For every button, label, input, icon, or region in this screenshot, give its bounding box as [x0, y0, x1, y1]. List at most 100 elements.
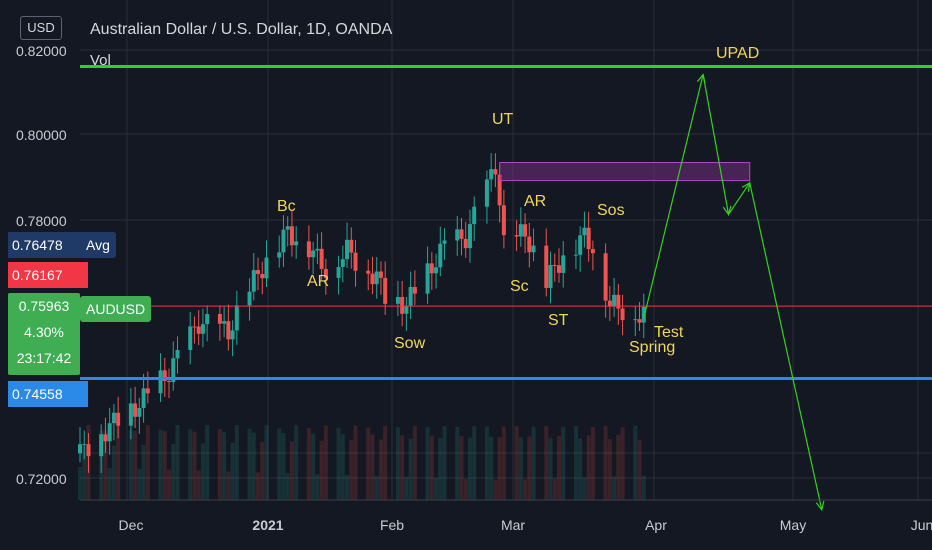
- time-label: Jun: [911, 517, 932, 533]
- symbol-label: AUDUSD: [80, 296, 152, 322]
- volume-bar: [82, 446, 87, 500]
- candle-body: [578, 235, 583, 255]
- candle-body: [582, 227, 587, 236]
- volume-bar: [603, 425, 608, 500]
- volume-bar: [378, 439, 383, 500]
- time-label: Feb: [380, 517, 404, 533]
- annotation-st: ST: [548, 312, 569, 329]
- candle-body: [573, 254, 578, 256]
- volume-bar: [633, 425, 638, 500]
- candle-body: [484, 179, 489, 207]
- volume-bar: [455, 426, 460, 500]
- annotation-ut: UT: [492, 111, 514, 128]
- candle-body: [158, 370, 163, 394]
- candle-body: [205, 313, 210, 325]
- projection-arrowhead: [815, 500, 825, 512]
- avg-price-value: 0.76478: [12, 237, 63, 253]
- volume-bar: [544, 426, 549, 500]
- annotation-upad: UPAD: [716, 45, 759, 62]
- candle-body: [345, 239, 350, 260]
- time-label: Apr: [645, 517, 667, 533]
- volume-bar: [315, 474, 320, 500]
- annotation-ar: AR: [307, 273, 329, 290]
- volume-bar: [162, 431, 167, 500]
- volume-bar: [442, 426, 447, 500]
- candle-body: [128, 403, 133, 426]
- time-label: Mar: [501, 517, 525, 533]
- candle-body: [86, 444, 91, 457]
- volume-bar: [323, 425, 328, 500]
- volume-bar: [294, 425, 299, 500]
- volume-bar: [107, 467, 112, 500]
- projection-line: [643, 74, 823, 510]
- projection-arrowhead: [741, 181, 751, 192]
- time-axis: Dec 2021 Feb Mar Apr May Jun: [119, 517, 932, 533]
- annotation-sow: Sow: [394, 335, 426, 352]
- volume-bar: [463, 478, 468, 500]
- candle-body: [99, 434, 104, 457]
- volume-bar: [459, 436, 464, 500]
- volume-bar: [404, 477, 409, 500]
- candle-body: [612, 294, 617, 307]
- candle-body: [400, 296, 405, 314]
- volume-bar: [484, 426, 489, 500]
- currency-badge[interactable]: USD: [20, 16, 62, 40]
- candle-body: [340, 259, 345, 267]
- candle-body: [607, 300, 612, 307]
- projection-arrowhead: [696, 73, 706, 84]
- volume-bar: [111, 445, 116, 500]
- volume-bar: [501, 426, 506, 500]
- volume-bar: [400, 435, 405, 500]
- candle-body: [408, 287, 413, 306]
- volume-bar: [78, 466, 82, 500]
- volume-bar: [196, 470, 201, 500]
- candle-body: [234, 305, 239, 331]
- volume-bar: [128, 430, 133, 500]
- time-label: May: [780, 517, 806, 533]
- candle-body: [527, 236, 532, 253]
- candle-body: [82, 444, 87, 446]
- candle-body: [264, 257, 269, 279]
- candle-body: [616, 294, 621, 309]
- volume-bar: [586, 435, 591, 500]
- volume-bar: [306, 428, 311, 500]
- volume-bar: [277, 428, 282, 500]
- volume-bar: [637, 439, 642, 500]
- volume-bar: [395, 427, 400, 500]
- candle-body: [501, 205, 506, 236]
- volume-bar: [311, 433, 316, 500]
- price-tick: 0.78000: [16, 213, 67, 229]
- candle-body: [383, 277, 388, 304]
- volume-bar: [518, 437, 523, 500]
- volume-bar: [289, 441, 294, 500]
- volume-bar: [434, 477, 439, 500]
- time-label: Dec: [119, 517, 144, 533]
- candle-body: [395, 296, 400, 304]
- candle-body: [366, 270, 371, 274]
- volume-bar: [167, 469, 172, 500]
- candle-body: [111, 412, 116, 424]
- price-change: 4.30%: [24, 324, 64, 340]
- volume-bar: [145, 425, 150, 500]
- price-tick: 0.72000: [16, 471, 67, 487]
- candle-body: [378, 271, 383, 278]
- volume-bar: [345, 475, 350, 500]
- candle-body: [192, 326, 197, 328]
- candle-body: [103, 434, 108, 442]
- volume-label: Vol: [90, 52, 111, 69]
- candle-body: [429, 263, 434, 274]
- volume-bar: [175, 425, 180, 500]
- chart-title: Australian Dollar / U.S. Dollar, 1D, OAN…: [90, 21, 393, 38]
- candle-body: [281, 229, 286, 253]
- candle-body: [78, 444, 82, 454]
- candle-body: [620, 308, 625, 321]
- levels: [80, 65, 932, 381]
- volume-bar: [527, 436, 532, 500]
- volume-bar: [226, 471, 231, 500]
- candle-body: [531, 245, 536, 253]
- volume-bar: [158, 429, 163, 500]
- annotation-sos: Sos: [597, 202, 625, 219]
- volume-bar: [552, 478, 557, 500]
- volume-bar: [141, 444, 146, 500]
